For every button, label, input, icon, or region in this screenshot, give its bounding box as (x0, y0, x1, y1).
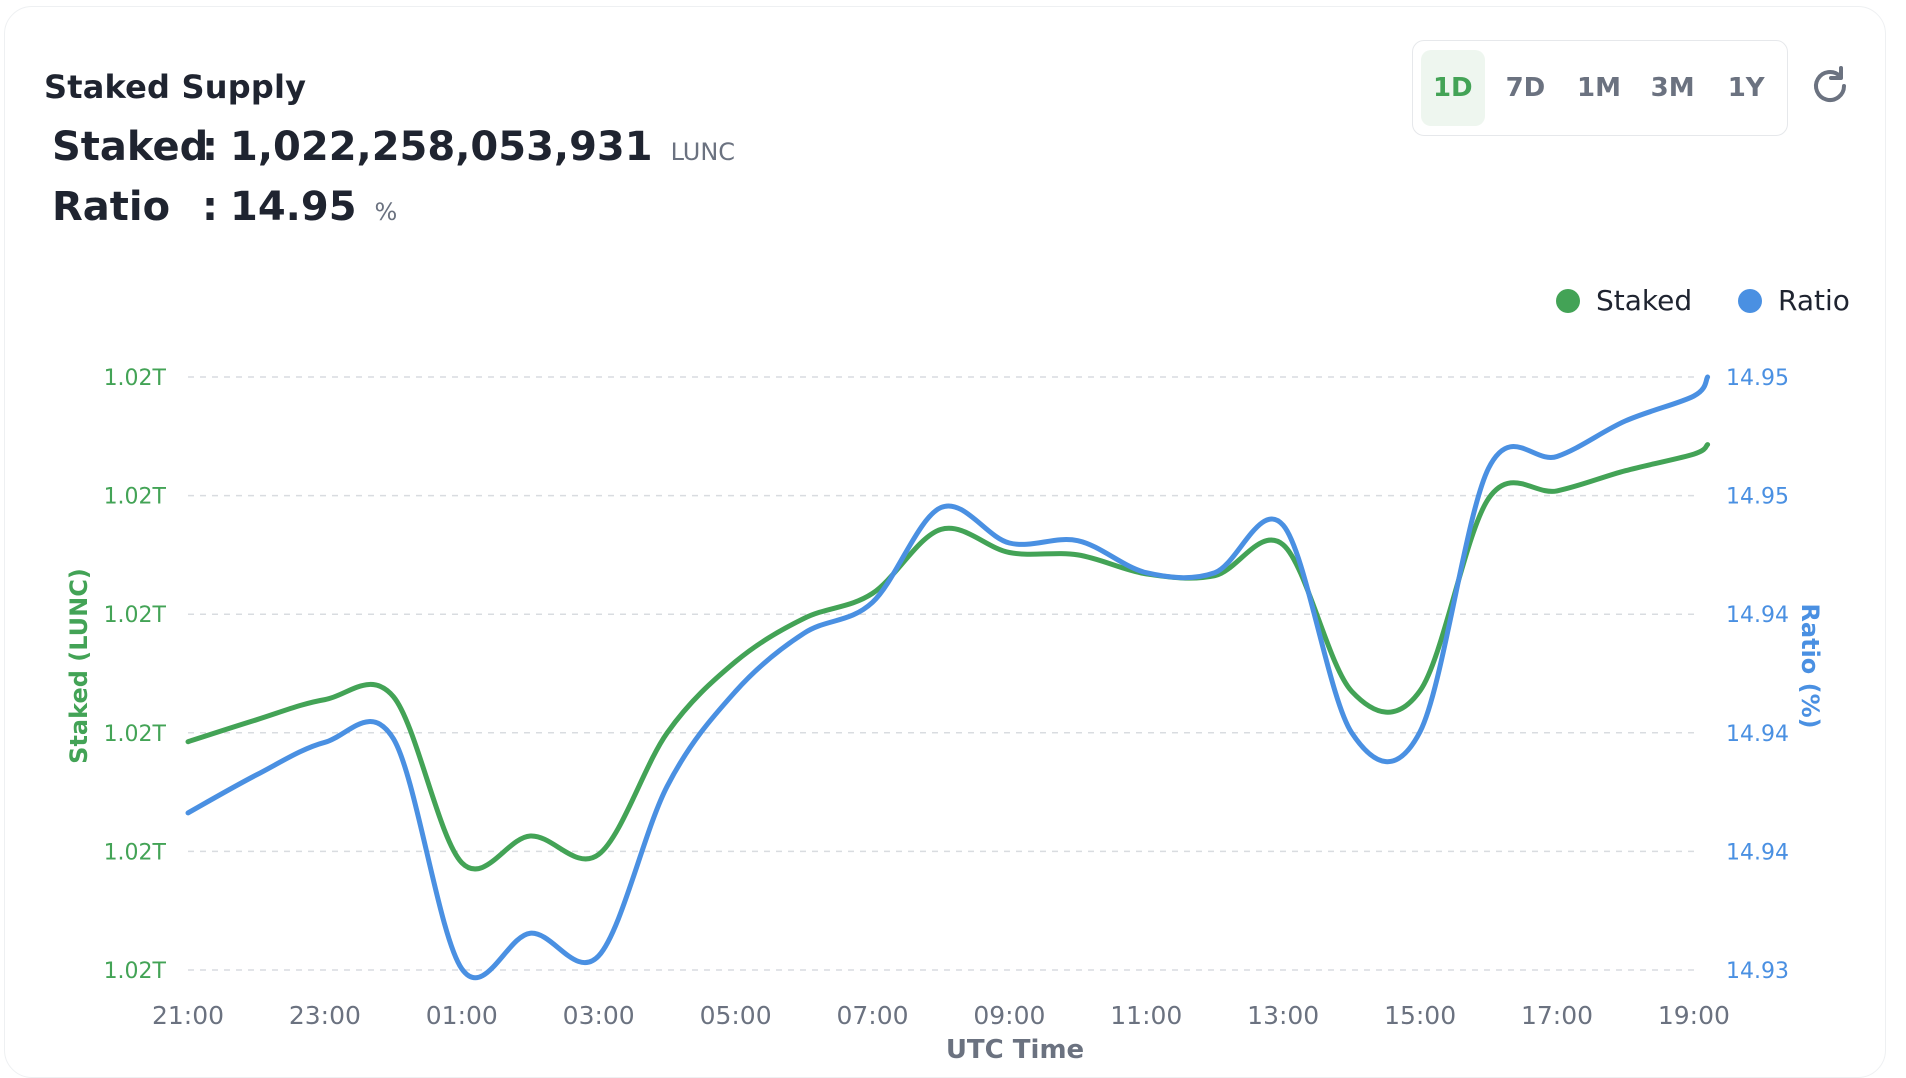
legend-label-ratio: Ratio (1778, 284, 1850, 317)
x-tick-label: 17:00 (1521, 1001, 1593, 1030)
x-tick-label: 01:00 (426, 1001, 498, 1030)
ratio-legend-dot (1738, 288, 1762, 313)
right-tick-label: 14.94 (1726, 840, 1789, 865)
x-tick-label: 23:00 (289, 1001, 361, 1030)
x-tick-label: 19:00 (1658, 1001, 1730, 1030)
x-tick-label: 15:00 (1384, 1001, 1456, 1030)
staked-value: 1,022,258,053,931 (230, 124, 653, 170)
range-button-3m[interactable]: 3M (1650, 73, 1695, 103)
right-tick-label: 14.95 (1726, 485, 1789, 510)
staked-legend-dot (1556, 288, 1580, 313)
time-range-selector: 1D 7D 1M 3M 1Y (1412, 40, 1788, 136)
right-tick-label: 14.94 (1726, 603, 1789, 628)
series-line-staked[interactable] (185, 442, 1711, 872)
right-axis-title: Ratio (%) (1796, 603, 1824, 728)
left-tick-label: 1.02T (104, 366, 167, 391)
refresh-button[interactable] (1808, 64, 1852, 108)
staked-colon: : (202, 124, 218, 170)
staked-label: Staked (52, 124, 209, 170)
left-tick-label: 1.02T (104, 959, 167, 984)
series-line-ratio[interactable] (185, 374, 1711, 981)
grid-lines (188, 376, 1700, 971)
x-tick-label: 03:00 (563, 1001, 635, 1030)
legend-item-staked[interactable]: Staked (1556, 284, 1692, 317)
ratio-colon: : (202, 184, 218, 230)
x-axis-title: UTC Time (946, 1035, 1084, 1064)
right-tick-label: 14.94 (1726, 722, 1789, 747)
ratio-stat: Ratio : 14.95 % (52, 184, 397, 230)
legend-item-ratio[interactable]: Ratio (1738, 284, 1850, 317)
staked-unit: LUNC (670, 138, 736, 166)
refresh-icon (1814, 66, 1846, 102)
x-tick-label: 05:00 (700, 1001, 772, 1030)
right-tick-label: 14.93 (1726, 959, 1789, 984)
x-tick-label: 13:00 (1247, 1001, 1319, 1030)
range-button-7d[interactable]: 7D (1505, 73, 1546, 103)
range-button-1m[interactable]: 1M (1577, 73, 1621, 103)
range-button-1y[interactable]: 1Y (1727, 73, 1765, 103)
legend-label-staked: Staked (1596, 284, 1693, 317)
right-y-axis: 14.93 14.94 14.94 14.94 14.95 14.95 (1726, 366, 1789, 984)
x-axis: 21:00 23:00 01:00 03:00 05:00 07:00 09:00 11:00… (152, 1001, 1730, 1030)
x-tick-label: 07:00 (836, 1001, 908, 1030)
left-y-axis: 1.02T 1.02T 1.02T 1.02T 1.02T 1.02T (104, 366, 167, 984)
left-tick-label: 1.02T (104, 603, 167, 628)
ratio-unit: % (374, 198, 398, 226)
series-lines (185, 374, 1711, 981)
ratio-label: Ratio (52, 184, 171, 230)
ratio-value: 14.95 (230, 184, 357, 230)
left-axis-title: Staked (LUNC) (65, 568, 93, 764)
right-tick-label: 14.95 (1726, 366, 1789, 391)
staked-stat: Staked : 1,022,258,053,931 LUNC (52, 124, 735, 170)
x-tick-label: 09:00 (973, 1001, 1045, 1030)
left-tick-label: 1.02T (104, 485, 167, 510)
x-tick-label: 21:00 (152, 1001, 224, 1030)
range-button-1d[interactable]: 1D (1421, 50, 1485, 126)
left-tick-label: 1.02T (104, 722, 167, 747)
left-tick-label: 1.02T (104, 840, 167, 865)
chart-card (4, 6, 1886, 1078)
card-title: Staked Supply (44, 68, 307, 106)
x-tick-label: 11:00 (1110, 1001, 1182, 1030)
